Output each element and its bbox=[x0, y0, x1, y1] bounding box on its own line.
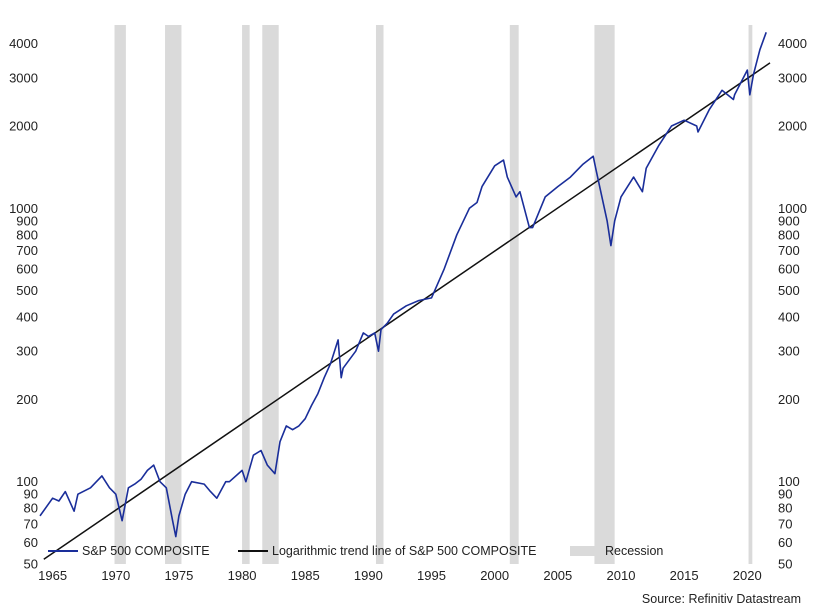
y-tick-label-left: 80 bbox=[24, 501, 38, 516]
legend-label-trend: Logarithmic trend line of S&P 500 COMPOS… bbox=[272, 544, 536, 558]
source-note: Source: Refinitiv Datastream bbox=[642, 592, 801, 606]
y-tick-label-left: 700 bbox=[16, 243, 38, 258]
recession-bands bbox=[114, 25, 753, 564]
y-tick-label-left: 400 bbox=[16, 310, 38, 325]
sp500-line bbox=[39, 32, 767, 538]
y-tick-label-right: 60 bbox=[778, 535, 792, 550]
series-lines bbox=[39, 32, 771, 560]
legend-label-sp500: S&P 500 COMPOSITE bbox=[82, 544, 210, 558]
y-tick-label-left: 300 bbox=[16, 344, 38, 359]
x-tick-label: 2010 bbox=[607, 568, 636, 583]
y-tick-label-left: 50 bbox=[24, 557, 38, 572]
y-tick-label-right: 80 bbox=[778, 501, 792, 516]
legend-label-recession: Recession bbox=[605, 544, 663, 558]
y-tick-label-right: 4000 bbox=[778, 36, 807, 51]
y-tick-label-left: 1000 bbox=[9, 201, 38, 216]
y-tick-label-right: 500 bbox=[778, 283, 800, 298]
y-tick-label-left: 2000 bbox=[9, 118, 38, 133]
x-tick-label: 2005 bbox=[543, 568, 572, 583]
recession-band-7 bbox=[748, 25, 753, 564]
y-tick-label-right: 70 bbox=[778, 517, 792, 532]
trend-line bbox=[43, 62, 771, 560]
x-tick-label: 2020 bbox=[733, 568, 762, 583]
y-tick-label-left: 500 bbox=[16, 283, 38, 298]
x-tick-label: 1980 bbox=[228, 568, 257, 583]
legend-swatch-recession bbox=[570, 546, 600, 556]
y-tick-label-right: 90 bbox=[778, 487, 792, 502]
y-tick-label-left: 100 bbox=[16, 474, 38, 489]
y-tick-label-right: 800 bbox=[778, 227, 800, 242]
x-tick-label: 1970 bbox=[101, 568, 130, 583]
y-tick-label-left: 3000 bbox=[9, 70, 38, 85]
x-tick-label: 1985 bbox=[291, 568, 320, 583]
recession-band-4 bbox=[375, 25, 384, 564]
y-tick-label-left: 200 bbox=[16, 392, 38, 407]
y-tick-label-left: 900 bbox=[16, 213, 38, 228]
y-tick-label-right: 900 bbox=[778, 213, 800, 228]
y-tick-label-right: 700 bbox=[778, 243, 800, 258]
y-tick-label-left: 70 bbox=[24, 517, 38, 532]
y-tick-label-left: 800 bbox=[16, 227, 38, 242]
y-tick-label-right: 1000 bbox=[778, 201, 807, 216]
x-tick-label: 2015 bbox=[670, 568, 699, 583]
x-tick-label: 2000 bbox=[480, 568, 509, 583]
tick-labels: 1965 1970 1975 1980 1985 1990 1995 2000 2005 2010… bbox=[9, 36, 807, 583]
recession-band-0 bbox=[114, 25, 126, 564]
y-tick-label-left: 90 bbox=[24, 487, 38, 502]
recession-band-1 bbox=[165, 25, 182, 564]
recession-band-2 bbox=[242, 25, 250, 564]
recession-band-3 bbox=[262, 25, 279, 564]
y-tick-label-right: 2000 bbox=[778, 118, 807, 133]
legend: S&P 500 COMPOSITE Logarithmic trend line… bbox=[48, 544, 663, 558]
y-tick-label-right: 600 bbox=[778, 261, 800, 276]
x-tick-label: 1995 bbox=[417, 568, 446, 583]
y-tick-label-right: 300 bbox=[778, 344, 800, 359]
y-tick-label-right: 200 bbox=[778, 392, 800, 407]
y-tick-label-left: 60 bbox=[24, 535, 38, 550]
y-tick-label-right: 3000 bbox=[778, 70, 807, 85]
y-tick-label-left: 600 bbox=[16, 261, 38, 276]
x-tick-label: 1975 bbox=[164, 568, 193, 583]
x-tick-label: 1965 bbox=[38, 568, 67, 583]
y-tick-label-right: 100 bbox=[778, 474, 800, 489]
x-tick-label: 1990 bbox=[354, 568, 383, 583]
y-tick-label-right: 50 bbox=[778, 557, 792, 572]
recession-band-5 bbox=[509, 25, 519, 564]
recession-band-6 bbox=[594, 25, 615, 564]
y-tick-label-left: 4000 bbox=[9, 36, 38, 51]
y-tick-label-right: 400 bbox=[778, 310, 800, 325]
